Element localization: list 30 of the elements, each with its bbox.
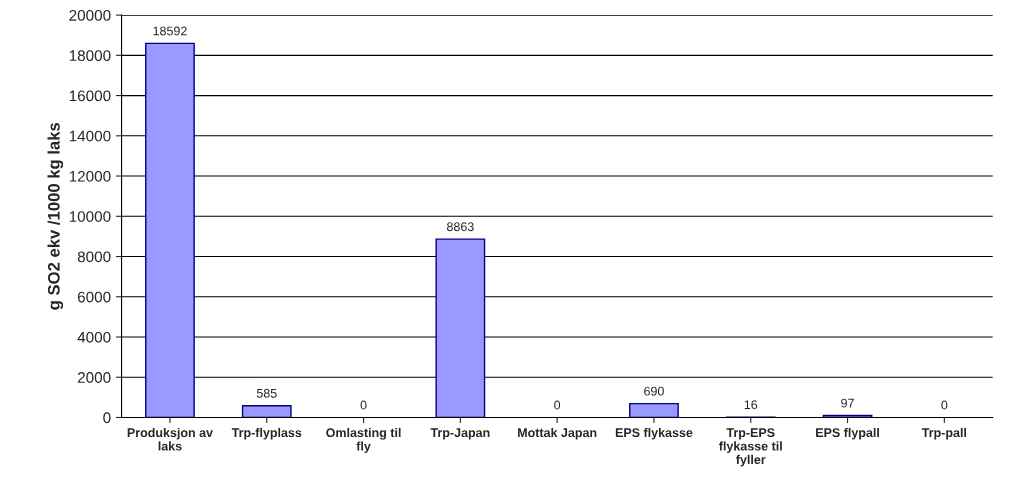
y-tick-label: 14000 bbox=[69, 130, 111, 142]
data-label: 8863 bbox=[446, 222, 474, 232]
data-label: 18592 bbox=[153, 26, 187, 36]
y-tick-label: 6000 bbox=[77, 291, 111, 303]
y-tick-label: 0 bbox=[103, 412, 111, 424]
data-label: 97 bbox=[841, 398, 854, 408]
data-label: 690 bbox=[644, 386, 664, 396]
y-tick-label: 2000 bbox=[77, 372, 111, 383]
x-tick-label: Trp-Japan bbox=[430, 428, 490, 440]
y-tick-label: 20000 bbox=[69, 9, 111, 21]
data-label: 0 bbox=[941, 400, 948, 410]
y-tick-label: 18000 bbox=[69, 50, 111, 62]
y-tick-label: 16000 bbox=[69, 90, 111, 102]
data-label: 585 bbox=[256, 388, 277, 398]
y-tick-label: 8000 bbox=[77, 251, 111, 263]
y-axis-title: g SO2 ekv /1000 kg laks bbox=[47, 122, 64, 310]
x-tick-label: Omlasting til fly bbox=[326, 427, 401, 454]
x-tick-label: Mottak Japan bbox=[518, 427, 597, 440]
data-label: 0 bbox=[554, 400, 561, 410]
y-tick-label: 4000 bbox=[77, 331, 111, 343]
x-tick-label: Trp-pall bbox=[921, 427, 967, 440]
x-tick-label: EPS flypall bbox=[816, 427, 879, 440]
data-label: 16 bbox=[744, 400, 758, 410]
y-tick-label: 10000 bbox=[69, 211, 111, 222]
x-tick-label: Trp-flyplass bbox=[231, 427, 302, 440]
x-tick-label: Trp-EPS flykasse til fyller bbox=[719, 428, 782, 467]
x-tick-label: EPS flykasse bbox=[615, 427, 693, 440]
data-label: 0 bbox=[360, 400, 367, 410]
x-tick-label: Produksjon av laks bbox=[127, 427, 213, 451]
y-tick-label: 12000 bbox=[69, 170, 111, 182]
